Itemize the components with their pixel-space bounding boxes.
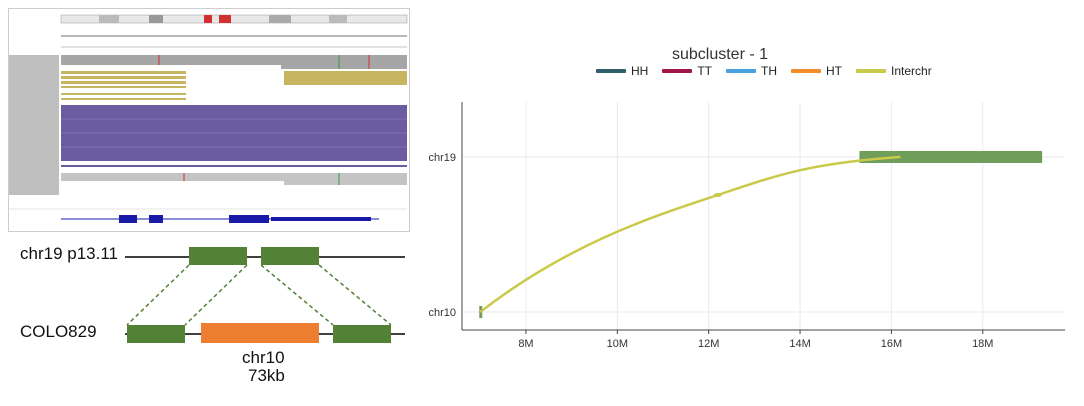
reference-label: chr19 p13.11 <box>20 244 118 263</box>
reference-segment-right <box>261 247 319 265</box>
y-tick-label: chr10 <box>428 307 456 319</box>
igv-tracks <box>9 14 408 223</box>
reference-segment-left <box>189 247 247 265</box>
sample-segment-left <box>127 325 185 343</box>
legend-label: Interchr <box>891 64 932 78</box>
legend-swatch <box>856 69 887 73</box>
igv-browser-panel <box>8 8 410 232</box>
legend-item-hh[interactable]: HH <box>596 64 648 78</box>
connector-dash <box>184 264 248 326</box>
chromosome-ideogram <box>60 14 408 24</box>
legend-label: HH <box>631 64 649 78</box>
legend-label: TT <box>697 64 713 78</box>
connector-dash <box>318 264 392 326</box>
legend-swatch <box>596 69 626 73</box>
legend-item-tt[interactable]: TT <box>662 64 712 78</box>
legend-item-interchr[interactable]: Interchr <box>856 64 932 78</box>
gene-track <box>9 208 407 223</box>
legend-swatch <box>791 69 822 73</box>
chart-plot: chr10 chr19 8M 10M 12M 14M 16M 18M <box>428 102 1065 350</box>
legend-label: HT <box>826 64 843 78</box>
sample-segment-right <box>333 325 391 343</box>
x-tick-label: 14M <box>789 338 810 350</box>
x-tick-label: 8M <box>518 338 533 350</box>
connector-dash <box>126 264 190 326</box>
sample-label: COLO829 <box>20 322 97 341</box>
interchr-curve <box>479 155 901 313</box>
connector-dash <box>260 264 334 326</box>
x-tick-label: 16M <box>881 338 902 350</box>
insert-chrom-label: chr10 <box>242 348 285 367</box>
purple-reads-track <box>61 105 407 167</box>
grey-reads-track <box>61 173 407 185</box>
y-tick-label: chr19 <box>428 152 456 164</box>
legend-item-ht[interactable]: HT <box>791 64 842 78</box>
insert-segment <box>201 323 319 343</box>
ruler-track <box>61 35 407 48</box>
legend-label: TH <box>761 64 778 78</box>
chart-legend: HH TT TH HT Interchr <box>596 64 932 78</box>
coverage-track <box>61 55 407 69</box>
legend-swatch <box>726 69 757 73</box>
chart-title: subcluster - 1 <box>671 46 769 63</box>
legend-item-th[interactable]: TH <box>726 64 777 78</box>
legend-swatch <box>662 69 693 73</box>
chr19-segment <box>859 151 1043 163</box>
insertion-diagram <box>125 247 405 343</box>
track-name-sidebar <box>9 55 59 195</box>
interchr-marker <box>713 193 722 197</box>
gold-reads-track <box>61 71 407 100</box>
x-tick-label: 10M <box>607 338 628 350</box>
x-tick-label: 12M <box>698 338 719 350</box>
x-tick-label: 18M <box>972 338 993 350</box>
insert-size-label: 73kb <box>248 366 285 385</box>
